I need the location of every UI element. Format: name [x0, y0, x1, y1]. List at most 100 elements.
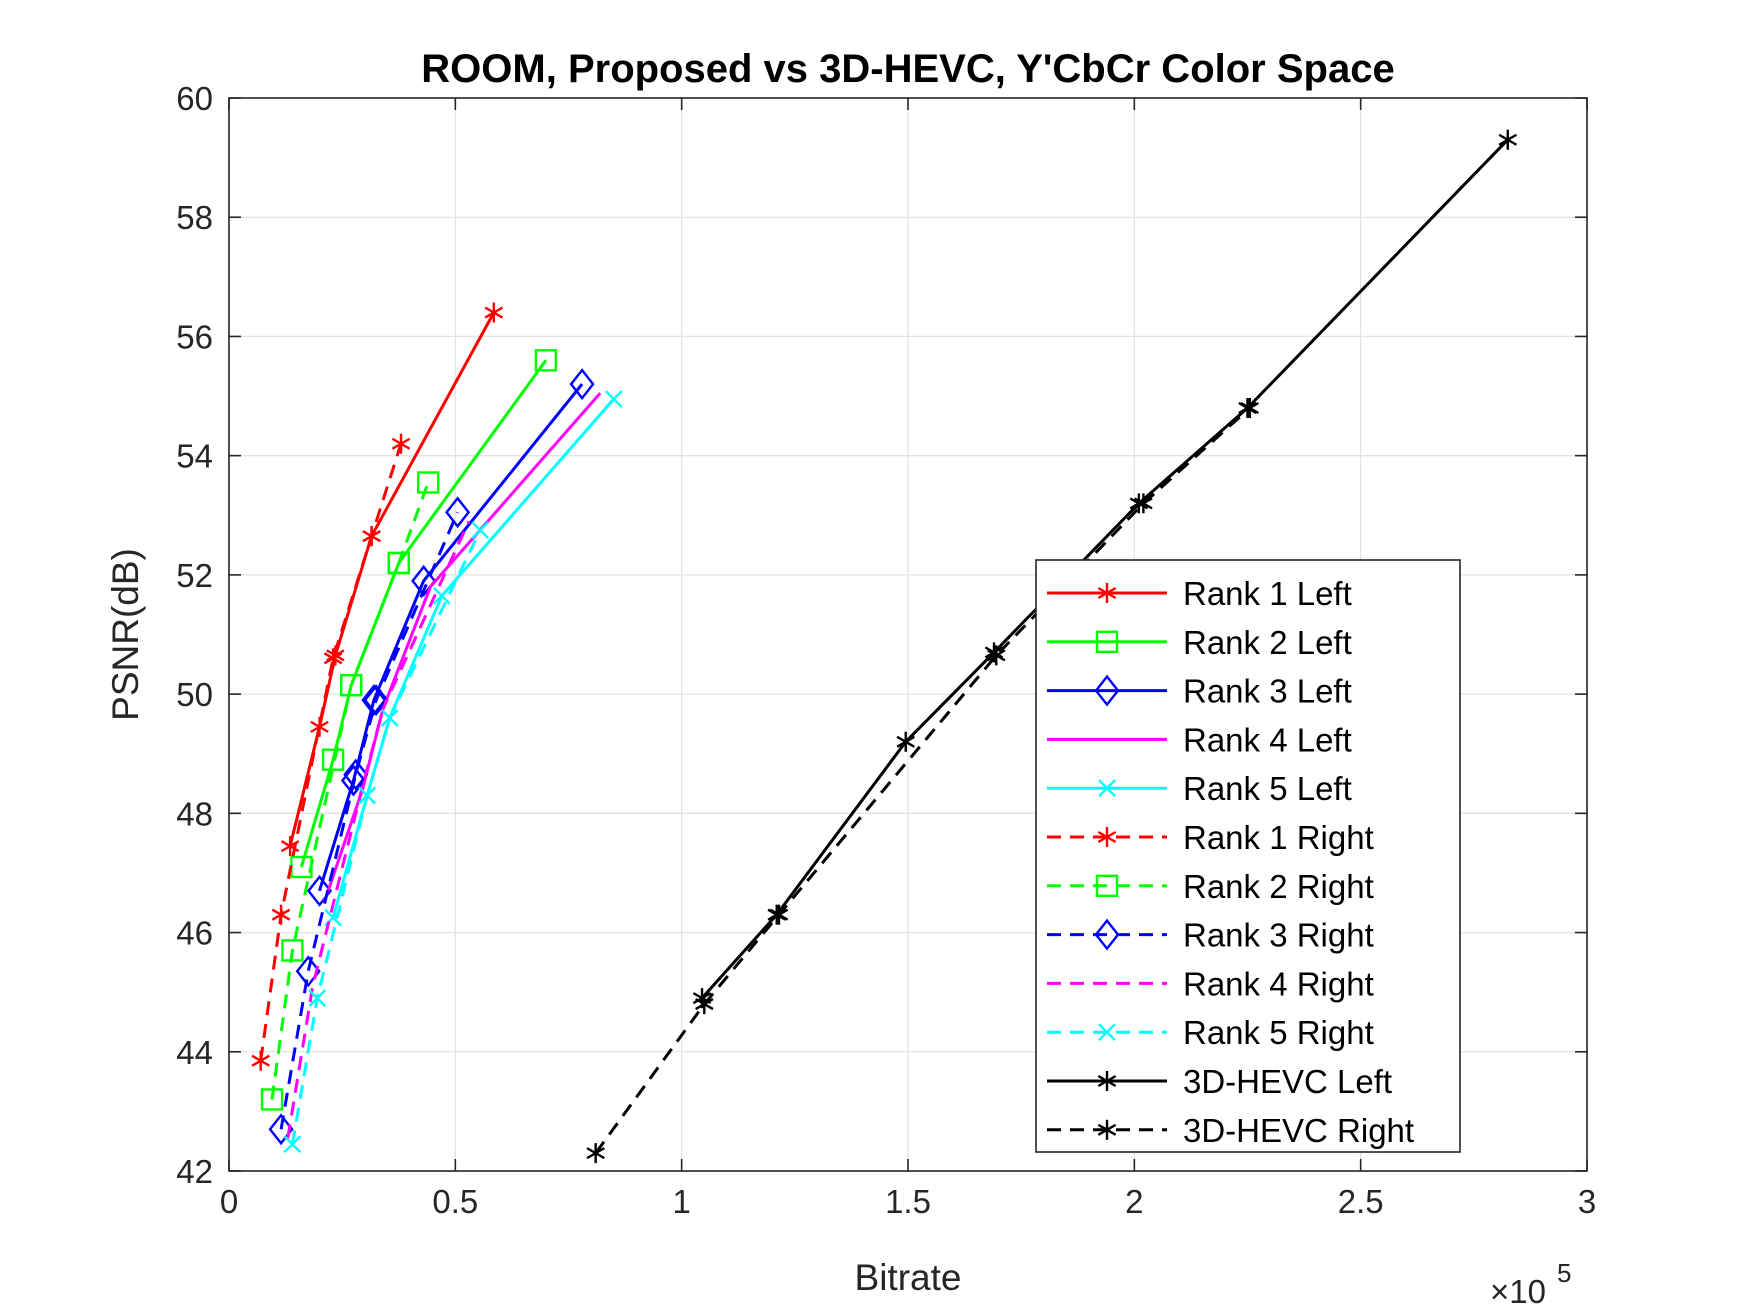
legend-item-rank-3-right: Rank 3 Right	[1047, 917, 1374, 954]
marker-stroke	[1098, 779, 1116, 798]
marker-asterisk	[1129, 493, 1149, 514]
marker-x	[1098, 779, 1116, 798]
marker-x	[308, 989, 327, 1007]
y-tick-label: 58	[176, 199, 213, 236]
series-rank-1-right	[251, 433, 411, 1071]
legend-label: Rank 2 Right	[1183, 868, 1374, 905]
marker-stroke	[769, 908, 789, 921]
series-rank-2-right	[260, 471, 440, 1111]
legend-item-3d-hevc-left: 3D-HEVC Left	[1047, 1063, 1392, 1100]
marker-square	[340, 673, 363, 697]
marker-x	[358, 786, 376, 805]
legend-label: Rank 3 Right	[1183, 917, 1374, 954]
x-tick-label: 3	[1578, 1183, 1596, 1220]
marker-asterisk	[271, 904, 291, 925]
y-tick-label: 52	[176, 557, 213, 594]
marker-stroke	[695, 998, 714, 1011]
marker-asterisk	[896, 731, 915, 752]
marker-stroke	[987, 649, 1006, 662]
marker-stroke	[471, 521, 490, 540]
marker-asterisk	[695, 994, 714, 1015]
x-tick-label: 2	[1125, 1183, 1143, 1220]
marker-x	[1098, 1023, 1116, 1042]
y-axis-label: PSNR(dB)	[105, 548, 146, 721]
legend-item-rank-1-right: Rank 1 Right	[1047, 819, 1374, 856]
marker-x	[604, 390, 623, 408]
legend-item-3d-hevc-right: 3D-HEVC Right	[1047, 1112, 1414, 1149]
marker-stroke	[308, 989, 327, 1007]
series-line	[279, 511, 459, 1130]
marker-asterisk	[1097, 583, 1117, 603]
x-tick-label: 0.5	[432, 1183, 478, 1220]
series-3d-hevc-right	[586, 397, 1260, 1164]
marker-stroke	[1098, 1023, 1116, 1042]
marker-x	[380, 709, 399, 727]
marker-diamond	[363, 684, 389, 717]
legend-item-rank-2-left: Rank 2 Left	[1047, 624, 1352, 661]
marker-square	[534, 349, 558, 372]
y-tick-label: 54	[176, 438, 213, 475]
marker-square	[387, 551, 410, 575]
series-rank-1-left	[280, 302, 504, 857]
y-tick-label: 56	[176, 318, 213, 355]
marker-stroke	[326, 649, 345, 662]
axis-ticks: 0 0.5 1 1.5 2 2.5 3 42 44 46 48 50 52 54 56 58 60	[176, 80, 1596, 1220]
legend-box	[1035, 559, 1461, 1153]
y-tick-label: 42	[176, 1153, 213, 1190]
marker-asterisk	[1097, 1119, 1117, 1140]
marker-diamond	[1094, 674, 1120, 707]
legend-label: Rank 2 Left	[1183, 624, 1352, 661]
marker-square	[416, 471, 440, 494]
marker-x	[471, 521, 490, 540]
marker-stroke	[896, 735, 915, 748]
marker-diamond	[1094, 918, 1120, 951]
y-tick-label: 48	[176, 795, 213, 832]
marker-asterisk	[323, 648, 343, 669]
chart-title: ROOM, Proposed vs 3D-HEVC, Y'CbCr Color …	[421, 47, 1394, 91]
marker-stroke	[1097, 1074, 1117, 1088]
legend-item-rank-1-left: Rank 1 Left	[1047, 575, 1352, 612]
marker-stroke	[1134, 497, 1153, 510]
marker-diamond	[307, 874, 333, 907]
marker-asterisk	[251, 1050, 270, 1071]
x-tick-label: 2.5	[1338, 1183, 1384, 1220]
legend-label: Rank 4 Left	[1183, 721, 1352, 758]
marker-stroke	[484, 306, 504, 319]
x-axis-exponent-value: 5	[1557, 1258, 1571, 1288]
series-rank-3-right	[268, 496, 471, 1146]
legend-item-rank-4-right: Rank 4 Right	[1047, 965, 1374, 1002]
marker-stroke	[251, 1054, 270, 1067]
legend-item-rank-5-left: Rank 5 Left	[1047, 770, 1352, 807]
legend-item-rank-4-left: Rank 4 Left	[1047, 721, 1352, 758]
x-tick-label: 1	[672, 1183, 690, 1220]
marker-square	[1095, 874, 1119, 897]
marker-asterisk	[1097, 1071, 1117, 1091]
series-layer	[251, 129, 1518, 1164]
series-line	[318, 383, 584, 892]
marker-square	[281, 939, 304, 962]
marker-x	[432, 586, 451, 605]
legend-label: Rank 1 Left	[1183, 575, 1352, 612]
x-axis-exponent: ×10 5	[1490, 1258, 1571, 1310]
marker-stroke	[1097, 1123, 1117, 1136]
marker-stroke	[432, 586, 451, 605]
series-rank-4-right	[286, 520, 471, 1139]
series-line	[594, 406, 1251, 1154]
marker-asterisk	[1134, 493, 1153, 514]
marker-stroke	[984, 646, 1004, 659]
marker-asterisk	[484, 302, 504, 323]
marker-stroke	[283, 1135, 302, 1154]
marker-asterisk	[362, 526, 381, 547]
marker-diamond	[268, 1113, 294, 1146]
x-axis-label: Bitrate	[855, 1257, 962, 1298]
marker-stroke	[358, 786, 376, 805]
marker-stroke	[1240, 401, 1260, 415]
x-axis-multiplier: ×10	[1490, 1273, 1546, 1310]
marker-stroke	[692, 992, 712, 1005]
marker-stroke	[310, 720, 329, 733]
legend-label: Rank 5 Right	[1183, 1014, 1374, 1051]
series-line	[270, 481, 430, 1100]
marker-diamond	[343, 758, 369, 791]
legend-item-rank-2-right: Rank 2 Right	[1047, 868, 1374, 905]
